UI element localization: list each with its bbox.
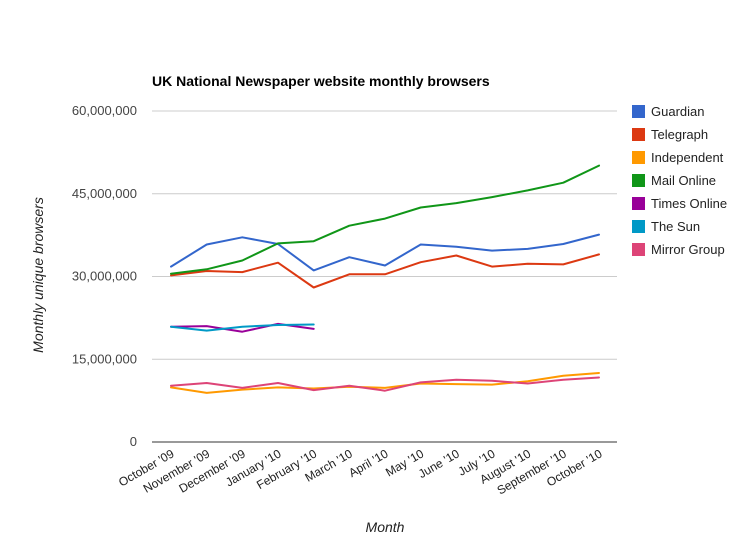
series-line-mirror-group [170, 376, 600, 392]
legend-swatch [632, 243, 645, 256]
series-line-telegraph [170, 253, 600, 289]
x-axis-label: Month [366, 519, 405, 535]
gridlines [152, 110, 617, 443]
y-tick-label: 0 [130, 434, 137, 449]
legend-swatch [632, 105, 645, 118]
legend-swatch [632, 151, 645, 164]
x-tick-label: June '10 [416, 446, 462, 481]
legend-swatch [632, 174, 645, 187]
y-axis-label: Monthly unique browsers [30, 197, 46, 353]
legend-label: Mirror Group [651, 242, 725, 257]
legend: Guardian Telegraph Independent Mail Online T… [632, 104, 727, 257]
x-tick-label: April '10 [346, 446, 391, 480]
legend-label: Guardian [651, 104, 704, 119]
series-lines [170, 164, 600, 394]
legend-label: The Sun [651, 219, 700, 234]
legend-swatch [632, 220, 645, 233]
legend-label: Times Online [651, 196, 727, 211]
y-tick-label: 60,000,000 [72, 103, 137, 118]
series-line-mail-online [170, 164, 600, 275]
legend-label: Telegraph [651, 127, 708, 142]
y-axis-ticks: 0 15,000,000 30,000,000 45,000,000 60,000,00… [72, 103, 137, 449]
legend-label: Mail Online [651, 173, 716, 188]
y-tick-label: 30,000,000 [72, 269, 137, 284]
y-tick-label: 45,000,000 [72, 186, 137, 201]
legend-swatch [632, 197, 645, 210]
legend-swatch [632, 128, 645, 141]
series-line-the-sun [170, 323, 315, 332]
legend-label: Independent [651, 150, 724, 165]
chart-title: UK National Newspaper website monthly br… [152, 73, 490, 89]
y-tick-label: 15,000,000 [72, 351, 137, 366]
series-line-independent [170, 372, 600, 394]
series-line-guardian [170, 233, 600, 272]
